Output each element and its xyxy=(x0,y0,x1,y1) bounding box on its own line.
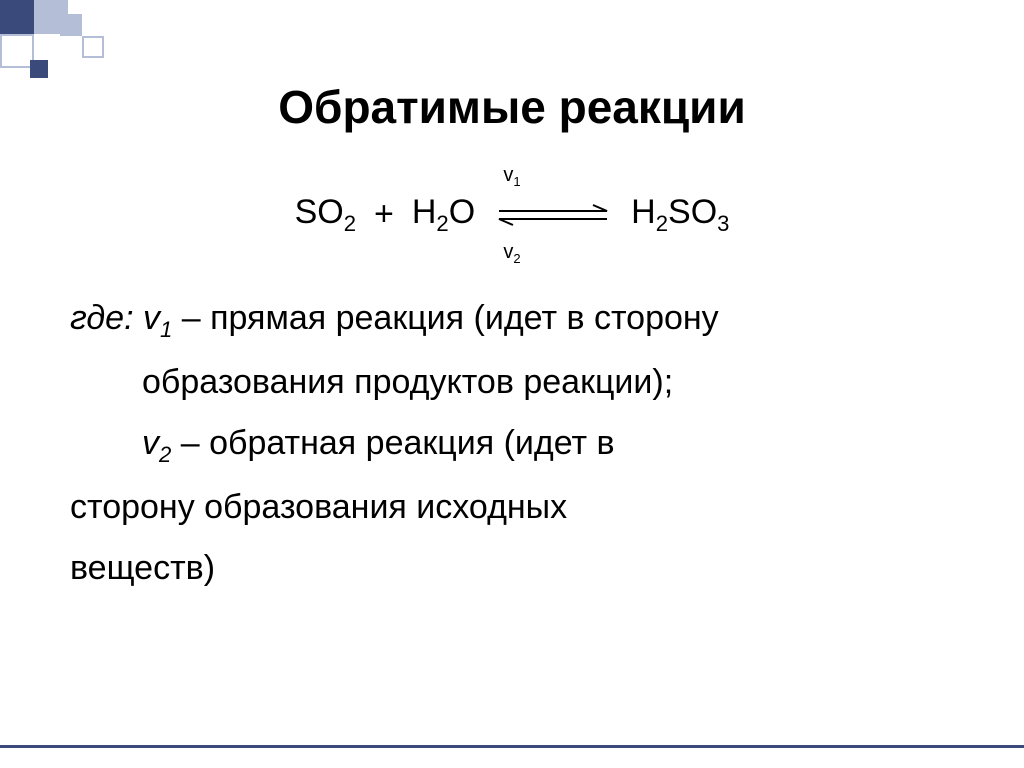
footer-line xyxy=(0,745,1024,748)
deco-square xyxy=(82,36,104,58)
slide-content: Обратимые реакции v1 SO2 + H2O H2SO3 v2 … xyxy=(0,60,1024,605)
v1-label: v1 xyxy=(70,164,954,189)
deco-square xyxy=(0,0,34,34)
reactant-h2o: H2O xyxy=(412,193,475,237)
definition-v2: v2 – обратная реакция (идет в xyxy=(70,419,954,471)
definition-v1-cont: образования продуктов реакции); xyxy=(70,358,954,407)
reversible-arrow-icon xyxy=(493,200,613,230)
definition-v1: где: v1 – прямая реакция (идет в сторону xyxy=(70,294,954,346)
definition-v2-cont1: сторону образования исходных xyxy=(70,483,954,532)
reactant-so2: SO2 xyxy=(295,193,356,237)
chemical-equation: SO2 + H2O H2SO3 xyxy=(70,193,954,237)
slide-title: Обратимые реакции xyxy=(70,80,954,134)
definitions: где: v1 – прямая реакция (идет в сторону… xyxy=(70,294,954,594)
corner-decoration xyxy=(0,0,140,60)
deco-square xyxy=(60,14,82,36)
definition-v2-cont2: веществ) xyxy=(70,544,954,593)
v2-label: v2 xyxy=(70,241,954,266)
plus-sign: + xyxy=(374,195,394,234)
product-h2so3: H2SO3 xyxy=(631,193,729,237)
